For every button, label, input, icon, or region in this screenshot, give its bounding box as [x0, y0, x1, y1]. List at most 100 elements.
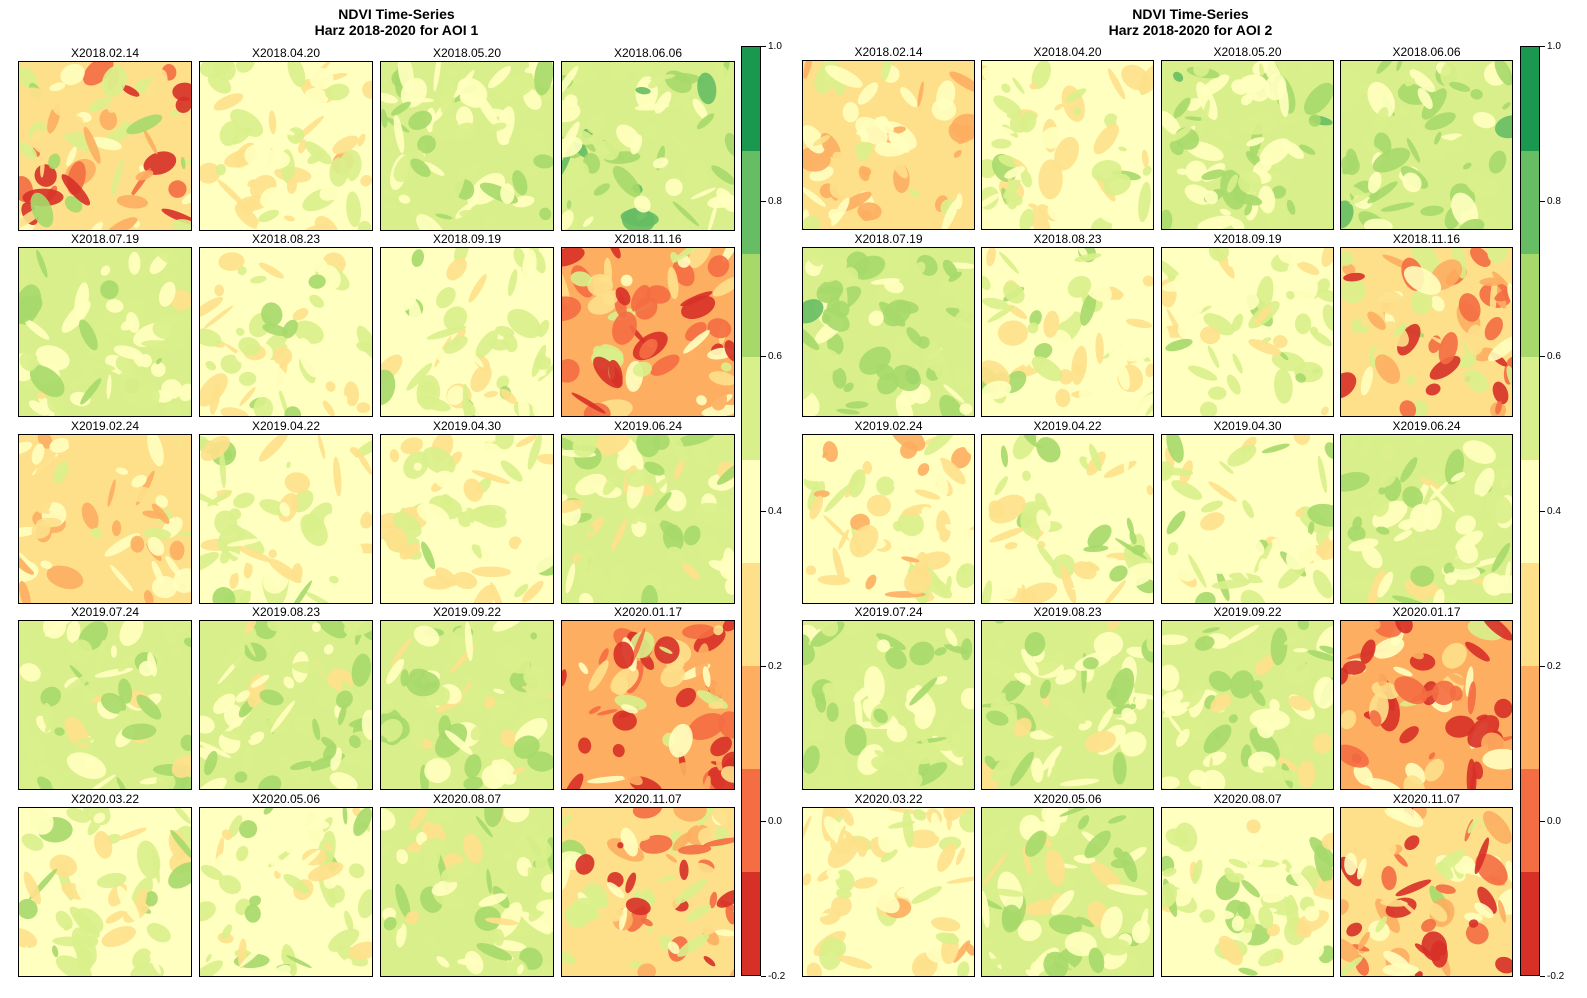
- ndvi-patch: [579, 592, 594, 603]
- ndvi-raster: [803, 621, 974, 789]
- ndvi-patch: [1269, 698, 1280, 712]
- ndvi-patch: [1034, 96, 1052, 107]
- ndvi-patch: [360, 175, 372, 187]
- aoi2-subtitle: Harz 2018-2020 for AOI 2: [1108, 22, 1273, 38]
- ndvi-patch: [1278, 248, 1311, 265]
- ndvi-patch: [953, 317, 974, 332]
- ndvi-patch: [297, 337, 320, 378]
- ndvi-patch: [19, 663, 41, 682]
- ndvi-patch: [147, 536, 165, 556]
- ndvi-patch: [939, 394, 966, 416]
- ndvi-patch: [217, 179, 246, 207]
- ndvi-patch: [562, 392, 591, 416]
- ndvi-patch: [1484, 493, 1512, 524]
- ndvi-raster-tile: [199, 434, 373, 604]
- ndvi-patch: [481, 764, 507, 789]
- ndvi-patch: [1279, 532, 1292, 545]
- panel-label: X2018.02.14: [854, 45, 923, 59]
- ndvi-patch: [1344, 852, 1358, 876]
- colorbar-tick-label: -0.2: [768, 971, 786, 982]
- ndvi-patch: [516, 274, 542, 301]
- ndvi-patch: [602, 474, 620, 496]
- ndvi-patch: [620, 704, 638, 714]
- ndvi-patch: [527, 867, 534, 879]
- ndvi-patch: [224, 704, 244, 728]
- ndvi-patch: [155, 495, 169, 508]
- ndvi-patch: [69, 377, 89, 390]
- ndvi-patch: [381, 190, 406, 198]
- ndvi-patch: [1176, 168, 1189, 175]
- ndvi-patch: [49, 854, 78, 877]
- ndvi-patch: [1052, 255, 1073, 264]
- panel-label: X2019.08.23: [251, 605, 321, 619]
- ndvi-patch: [1167, 541, 1179, 556]
- ndvi-patch: [1193, 61, 1210, 77]
- ndvi-patch: [1109, 565, 1128, 582]
- ndvi-patch: [873, 448, 887, 467]
- ndvi-patch: [1481, 216, 1499, 229]
- ndvi-patch: [586, 113, 607, 135]
- colorbar-tick-label: -0.2: [1547, 971, 1565, 982]
- ndvi-patch: [1374, 107, 1389, 133]
- ndvi-patch: [471, 584, 495, 603]
- ndvi-patch: [1357, 858, 1367, 880]
- ndvi-raster-tile: [199, 61, 373, 231]
- ndvi-patch: [381, 698, 395, 714]
- ndvi-patch: [101, 926, 136, 948]
- ndvi-patch: [1131, 392, 1153, 416]
- ndvi-patch: [933, 455, 944, 478]
- ndvi-patch: [1034, 342, 1053, 360]
- ndvi-patch: [69, 639, 93, 664]
- ndvi-raster: [200, 435, 372, 603]
- ndvi-patch: [116, 194, 149, 209]
- ndvi-patch: [77, 957, 91, 972]
- ndvi-patch: [946, 808, 953, 831]
- ndvi-patch: [562, 66, 579, 97]
- ndvi-patch: [1192, 859, 1203, 885]
- ndvi-patch: [1456, 542, 1479, 564]
- ndvi-patch: [214, 284, 225, 297]
- ndvi-raster: [19, 62, 191, 230]
- ndvi-patch: [831, 197, 850, 226]
- ndvi-patch: [824, 484, 851, 513]
- ndvi-patch: [803, 873, 812, 886]
- ndvi-patch: [478, 893, 507, 907]
- ndvi-patch: [1441, 642, 1467, 669]
- ndvi-patch: [1452, 136, 1468, 153]
- ndvi-patch: [40, 686, 62, 707]
- ndvi-patch: [523, 88, 542, 110]
- ndvi-patch: [151, 503, 170, 524]
- ndvi-patch: [1449, 685, 1463, 701]
- ndvi-raster: [381, 62, 553, 230]
- colorbar-tick-label: 0.2: [768, 661, 782, 672]
- ndvi-patch: [93, 831, 113, 859]
- ndvi-raster: [200, 248, 372, 416]
- ndvi-patch: [658, 891, 683, 912]
- ndvi-patch: [268, 558, 302, 583]
- ndvi-patch: [639, 834, 673, 854]
- ndvi-patch: [688, 706, 697, 724]
- ndvi-patch: [1053, 329, 1072, 346]
- ndvi-patch: [665, 178, 683, 196]
- ndvi-patch: [1322, 121, 1333, 145]
- ndvi-patch: [1004, 542, 1018, 550]
- ndvi-patch: [381, 92, 398, 104]
- ndvi-patch: [562, 950, 576, 965]
- ndvi-patch: [1380, 444, 1396, 462]
- colorbar-tick: [1540, 356, 1545, 357]
- ndvi-patch: [1025, 969, 1040, 976]
- ndvi-patch: [170, 829, 191, 860]
- ndvi-patch: [1205, 858, 1219, 877]
- ndvi-patch: [19, 526, 38, 538]
- ndvi-patch: [1256, 275, 1274, 312]
- ndvi-patch: [339, 563, 362, 586]
- ndvi-patch: [728, 967, 734, 976]
- panel-label: X2018.06.06: [1392, 45, 1461, 59]
- ndvi-patch: [904, 567, 932, 595]
- panel-label: X2018.05.20: [1213, 45, 1282, 59]
- ndvi-patch: [1490, 923, 1508, 948]
- ndvi-patch: [665, 546, 683, 563]
- ndvi-patch: [258, 775, 282, 789]
- colorbar-tick-label: 0.2: [1547, 661, 1561, 672]
- ndvi-patch: [54, 727, 65, 736]
